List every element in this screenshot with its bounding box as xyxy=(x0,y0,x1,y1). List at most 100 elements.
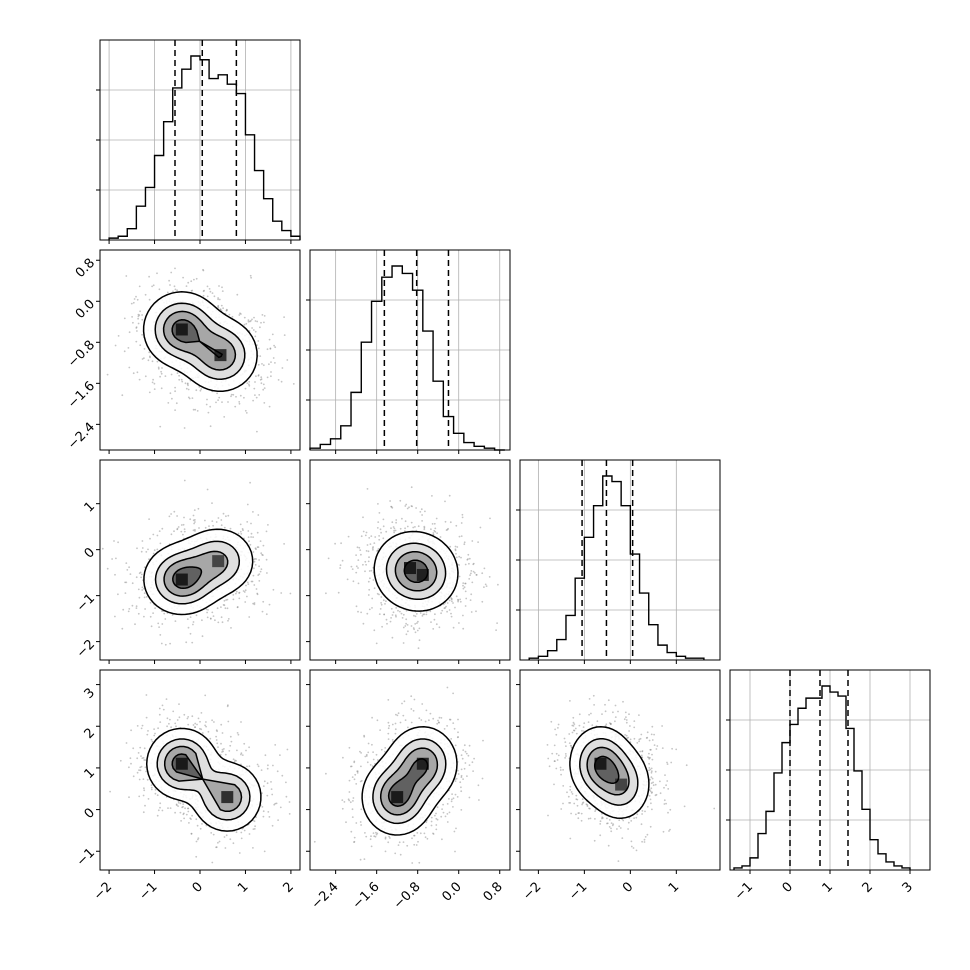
scatter-point xyxy=(376,759,379,761)
scatter-point xyxy=(249,320,251,323)
scatter-point xyxy=(125,562,128,564)
scatter-point xyxy=(475,574,478,576)
scatter-point xyxy=(111,558,113,560)
scatter-point xyxy=(393,529,395,532)
scatter-point xyxy=(639,750,642,753)
scatter-point xyxy=(249,543,252,546)
scatter-point xyxy=(174,288,177,291)
scatter-point xyxy=(481,777,484,780)
scatter-point xyxy=(193,522,196,525)
scatter-point xyxy=(419,612,422,614)
scatter-point xyxy=(230,627,232,629)
scatter-point xyxy=(470,570,473,572)
scatter-point xyxy=(274,802,277,805)
scatter-point xyxy=(168,279,171,282)
scatter-point xyxy=(253,584,256,586)
scatter-point xyxy=(194,519,196,521)
scatter-point xyxy=(252,536,255,538)
scatter-point xyxy=(279,754,281,756)
scatter-point xyxy=(164,375,167,377)
scatter-point xyxy=(255,396,258,399)
scatter-point xyxy=(238,597,241,600)
scatter-point xyxy=(159,634,162,636)
scatter-point xyxy=(417,525,420,528)
scatter-point xyxy=(238,852,241,854)
scatter-point xyxy=(106,567,109,570)
scatter-point xyxy=(151,740,154,743)
scatter-point xyxy=(377,548,380,550)
scatter-point xyxy=(365,563,367,566)
scatter-point xyxy=(254,394,256,396)
scatter-point xyxy=(190,818,192,820)
scatter-point xyxy=(602,817,604,819)
scatter-point xyxy=(454,793,457,796)
scatter-point xyxy=(418,861,421,864)
scatter-point xyxy=(388,835,390,838)
scatter-point xyxy=(418,627,421,630)
scatter-point xyxy=(360,553,362,556)
scatter-point xyxy=(109,790,111,793)
scatter-point xyxy=(405,618,408,621)
scatter-point xyxy=(160,610,163,612)
scatter-point xyxy=(640,823,643,826)
scatter-point xyxy=(360,808,363,811)
scatter-point xyxy=(650,792,653,794)
scatter-point xyxy=(220,519,223,521)
scatter-point xyxy=(254,547,257,550)
scatter-point xyxy=(187,388,190,391)
scatter-point xyxy=(412,627,415,629)
scatter-point xyxy=(225,309,228,312)
scatter-point xyxy=(256,531,259,534)
scatter-point xyxy=(169,392,172,395)
scatter-point xyxy=(192,514,195,517)
scatter-point xyxy=(214,619,216,622)
scatter-point xyxy=(260,552,263,555)
scatter-point xyxy=(452,602,454,604)
scatter-point xyxy=(373,629,376,632)
scatter-point xyxy=(261,553,263,556)
scatter-point xyxy=(367,742,370,745)
scatter-point xyxy=(360,779,363,782)
scatter-point xyxy=(244,601,247,603)
scatter-point xyxy=(641,810,644,812)
scatter-point xyxy=(391,636,394,639)
scatter-point xyxy=(367,560,370,563)
scatter-point xyxy=(458,555,461,558)
scatter-point xyxy=(472,562,475,565)
scatter-point xyxy=(397,609,399,612)
scatter-point xyxy=(604,710,607,713)
scatter-point xyxy=(166,717,169,720)
scatter-point xyxy=(254,564,257,566)
scatter-point xyxy=(217,304,220,307)
scatter-point xyxy=(479,526,482,529)
scatter-point xyxy=(127,766,130,769)
scatter-point xyxy=(601,812,603,815)
scatter-point xyxy=(457,598,459,601)
scatter-point xyxy=(151,360,154,363)
scatter-point xyxy=(158,530,161,532)
scatter-point xyxy=(234,405,237,408)
scatter-point xyxy=(557,723,560,726)
scatter-point xyxy=(232,594,235,596)
scatter-point xyxy=(450,615,453,618)
scatter-point xyxy=(562,802,564,805)
density-panel-3-2 xyxy=(516,669,721,874)
scatter-point xyxy=(435,824,438,826)
scatter-point xyxy=(601,817,603,820)
scatter-point xyxy=(432,533,435,536)
scatter-point xyxy=(364,832,366,834)
scatter-point xyxy=(369,577,371,580)
scatter-point xyxy=(159,425,162,428)
scatter-point xyxy=(455,777,458,780)
scatter-point xyxy=(352,800,354,802)
scatter-point xyxy=(204,694,207,697)
scatter-point xyxy=(434,613,436,616)
scatter-point xyxy=(187,396,190,399)
scatter-point xyxy=(138,778,141,781)
scatter-point xyxy=(256,430,258,433)
scatter-point xyxy=(181,806,184,809)
scatter-point xyxy=(138,378,141,381)
scatter-point xyxy=(364,755,367,758)
scatter-point xyxy=(450,738,453,740)
scatter-point xyxy=(472,570,475,573)
